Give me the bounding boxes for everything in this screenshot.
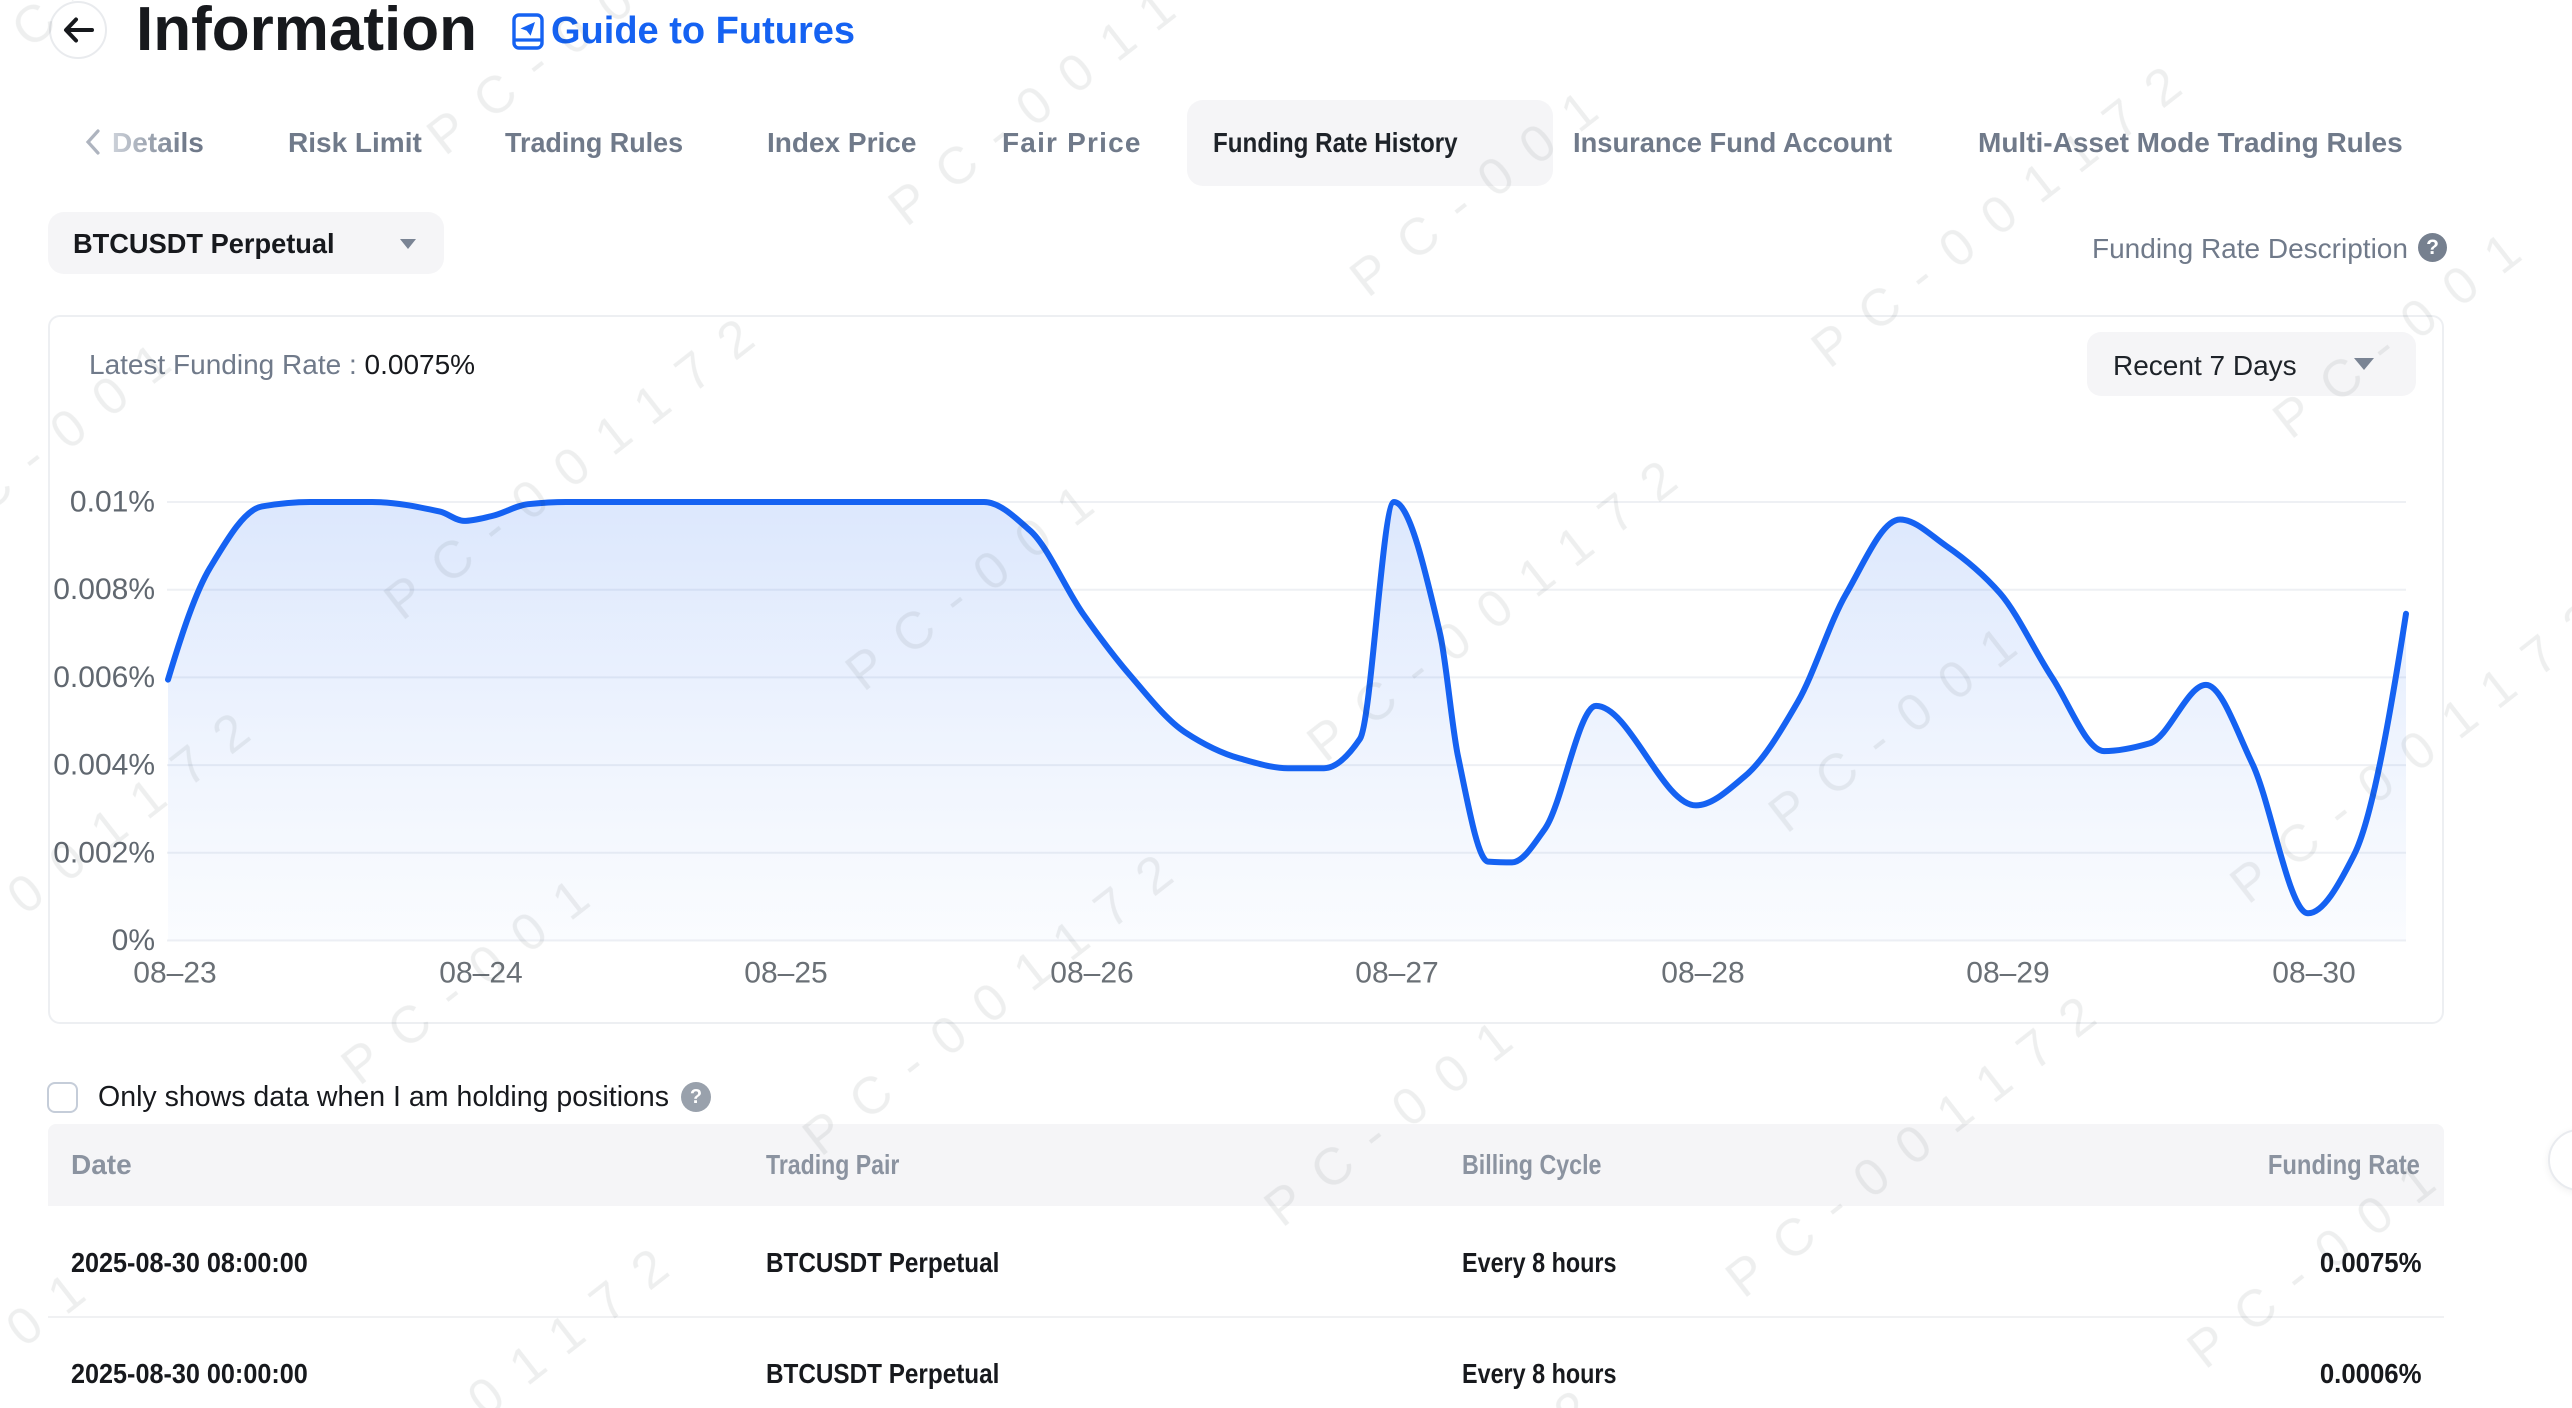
svg-text:08–24: 08–24	[439, 957, 522, 990]
svg-text:08–27: 08–27	[1355, 957, 1438, 990]
svg-text:08–26: 08–26	[1050, 957, 1133, 990]
svg-text:0.006%: 0.006%	[53, 661, 155, 694]
svg-text:0.002%: 0.002%	[53, 836, 155, 869]
svg-text:08–23: 08–23	[133, 957, 216, 990]
svg-text:08–28: 08–28	[1661, 957, 1744, 990]
svg-text:0.01%: 0.01%	[70, 486, 155, 519]
svg-text:0%: 0%	[112, 924, 155, 957]
svg-text:0.004%: 0.004%	[53, 749, 155, 782]
svg-text:08–29: 08–29	[1966, 957, 2049, 990]
svg-text:08–25: 08–25	[744, 957, 827, 990]
svg-text:08–30: 08–30	[2272, 957, 2355, 990]
svg-text:0.008%: 0.008%	[53, 573, 155, 606]
